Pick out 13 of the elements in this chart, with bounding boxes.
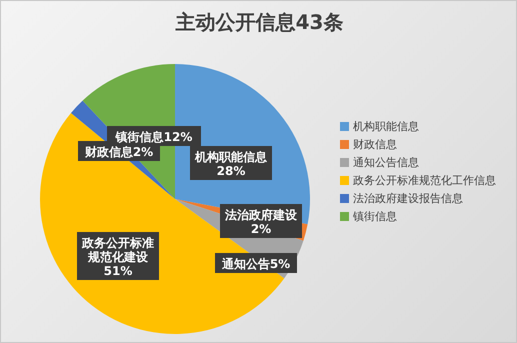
legend-label: 财政信息 — [353, 138, 397, 150]
legend-label: 机构职能信息 — [353, 120, 419, 132]
data-label: 机构职能信息28% — [194, 150, 268, 178]
chart-title: 主动公开信息43条 — [174, 9, 344, 36]
data-label: 财政信息2% — [84, 145, 154, 159]
data-label: 政务公开标准规范化建设51% — [81, 236, 154, 278]
data-label: 镇街信息12% — [114, 130, 192, 144]
data-label: 通知公告5% — [220, 257, 290, 271]
data-label: 法治政府建设2% — [224, 208, 298, 236]
legend-label: 镇街信息 — [353, 210, 397, 222]
legend-label: 通知公告信息 — [353, 156, 419, 168]
legend-label: 政务公开标准规范化工作信息 — [353, 174, 496, 186]
legend-label: 法治政府建设报告信息 — [353, 192, 463, 204]
